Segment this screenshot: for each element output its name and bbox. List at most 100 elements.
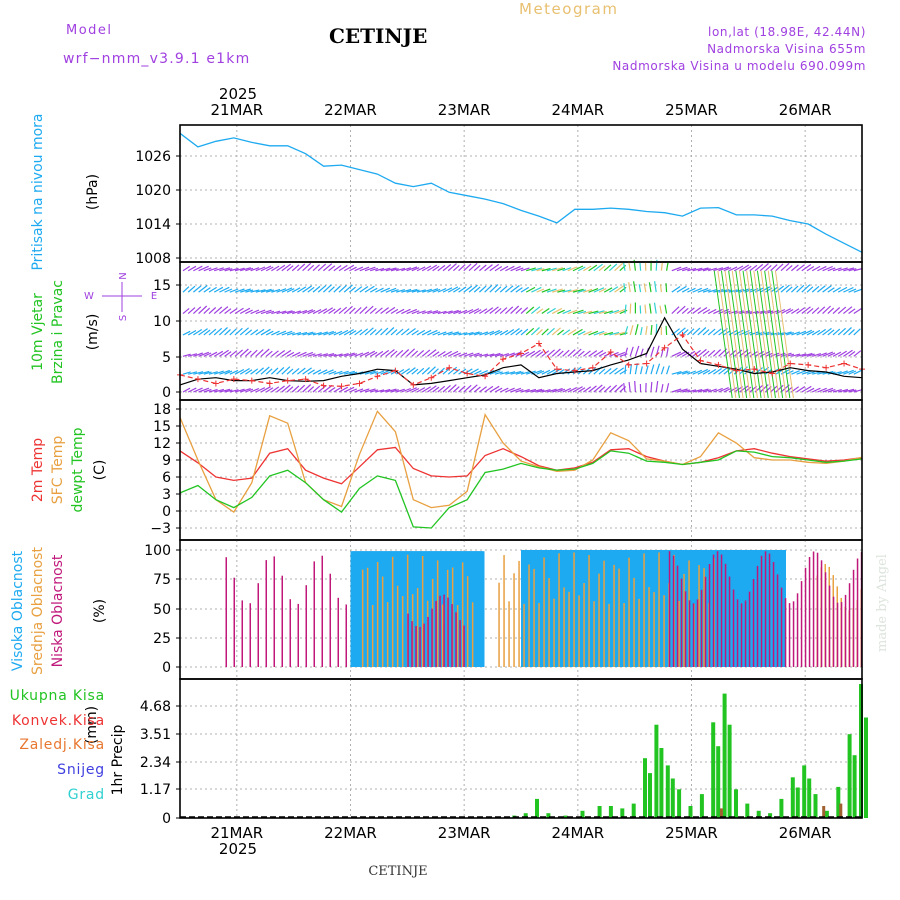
wind-barb <box>286 332 295 336</box>
wind-barb <box>364 327 374 336</box>
wind-barb <box>541 369 551 375</box>
cloud-bar-low <box>832 596 835 667</box>
top-year-label: 2025 <box>219 85 257 103</box>
wind-gust-marker <box>248 377 255 384</box>
wind-barb <box>520 267 530 272</box>
wind-barb <box>832 286 842 293</box>
wind-barb <box>749 310 759 315</box>
y-tick-label: 1026 <box>135 149 171 165</box>
wind-barb <box>354 286 363 293</box>
cloud-bar-low <box>439 595 441 667</box>
wind-barb <box>552 267 563 272</box>
top-day-label: 21MAR <box>210 101 263 119</box>
wind-barb <box>328 353 337 357</box>
wind-barb <box>406 367 416 375</box>
wind-barb <box>536 288 545 293</box>
wind-barb <box>458 332 468 336</box>
wind-barb <box>822 327 832 336</box>
wind-barb <box>364 388 376 393</box>
cloud-bar-mid <box>643 553 645 667</box>
cloud-bar-mid <box>573 552 575 667</box>
wind-barb <box>552 387 563 393</box>
wind-barb <box>214 388 225 393</box>
wind-barb <box>484 385 494 393</box>
wind-barb-peak <box>724 270 744 399</box>
wind-barb <box>629 346 634 357</box>
wind-barb <box>255 349 264 357</box>
wind-barb <box>552 288 563 293</box>
wind-barb <box>551 348 561 357</box>
wind-barb <box>245 369 253 375</box>
wind-barb <box>224 308 232 315</box>
wind-barb <box>354 388 364 393</box>
wind-gust-marker <box>607 349 614 356</box>
wind-barb <box>328 286 335 293</box>
wind-barb <box>837 350 848 357</box>
wind-barb <box>598 351 607 357</box>
wind-barb <box>494 286 502 293</box>
wind-barb <box>588 385 597 393</box>
wind-barb <box>473 370 482 375</box>
wind-barb <box>187 285 196 293</box>
wind-barb <box>546 288 557 293</box>
wind-barb <box>297 367 306 375</box>
wind-barb <box>713 387 723 393</box>
wind-barb <box>198 285 208 293</box>
wind-barb <box>525 306 535 314</box>
wind-barb <box>692 287 703 293</box>
wind-barb <box>421 349 431 357</box>
wind-barb <box>676 305 686 314</box>
wind-barb <box>473 386 481 393</box>
wind-barb <box>712 349 722 357</box>
wind-barb <box>385 327 395 336</box>
wind-barb <box>250 329 259 336</box>
wind-barb <box>666 347 669 357</box>
wind-barb <box>369 351 378 357</box>
wind-barb <box>411 289 420 293</box>
wind-barb <box>791 308 800 315</box>
wind-barb <box>697 348 707 357</box>
wind-barb <box>245 267 254 272</box>
product-title: Meteogram <box>519 0 618 18</box>
wind-barb <box>832 389 842 393</box>
wind-barb <box>260 265 272 272</box>
wind-barb <box>614 285 624 293</box>
wind-barb <box>624 304 627 314</box>
wind-barb <box>302 351 314 357</box>
wind-barb <box>682 267 691 272</box>
wind-gust-marker <box>769 370 776 377</box>
wind-barb <box>421 265 432 272</box>
wind-barb <box>193 328 203 336</box>
precip-total-bar <box>807 778 812 818</box>
wind-barb <box>359 306 368 314</box>
wind-barb <box>245 309 253 315</box>
wind-barb <box>437 264 446 272</box>
wind-barb <box>671 286 681 293</box>
wind-barb <box>234 288 245 293</box>
wind-barb <box>593 287 605 293</box>
wind-barb <box>853 350 862 357</box>
wind-barb <box>395 368 405 375</box>
wind-barb <box>687 287 696 293</box>
wind-barb <box>733 329 744 336</box>
wind-barb <box>385 388 397 393</box>
cloud-bar-low <box>776 574 779 667</box>
wind-barb <box>780 284 790 293</box>
wind-barb <box>359 266 370 272</box>
wind-barb <box>614 367 625 375</box>
cloud-bar-low <box>820 560 823 667</box>
wind-barb <box>505 328 515 336</box>
cloud-bar-low <box>756 565 759 667</box>
top-day-label: 25MAR <box>665 101 718 119</box>
cloud-bar-mid <box>593 601 595 667</box>
cloud-bar-low <box>720 554 723 667</box>
wind-barb <box>546 267 557 272</box>
wind-barb-peak <box>760 270 780 399</box>
wind-gust-marker <box>535 340 542 347</box>
wind-barb <box>692 369 703 375</box>
wind-barb <box>349 266 357 272</box>
cloud-bar-mid <box>518 560 520 667</box>
wind-barb <box>785 386 793 393</box>
wind-barb <box>255 266 266 272</box>
wind-barb <box>604 331 614 336</box>
